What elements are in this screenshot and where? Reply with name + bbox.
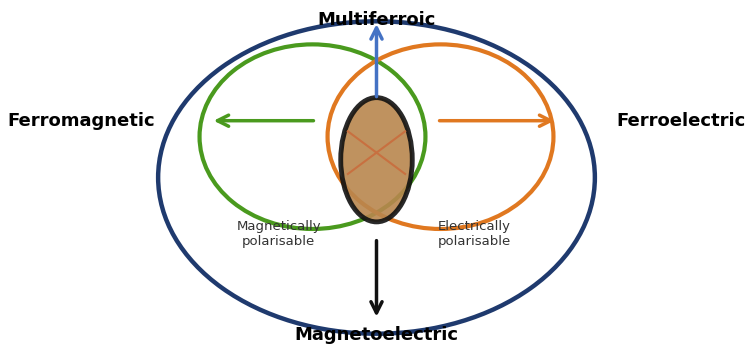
- Text: Electrically
polarisable: Electrically polarisable: [437, 220, 511, 248]
- Ellipse shape: [340, 98, 413, 222]
- Text: Ferromagnetic: Ferromagnetic: [8, 112, 155, 130]
- Text: Magnetoelectric: Magnetoelectric: [294, 326, 459, 344]
- Text: Magnetically
polarisable: Magnetically polarisable: [236, 220, 321, 248]
- Text: Multiferroic: Multiferroic: [317, 11, 436, 29]
- Text: Ferroelectric: Ferroelectric: [616, 112, 745, 130]
